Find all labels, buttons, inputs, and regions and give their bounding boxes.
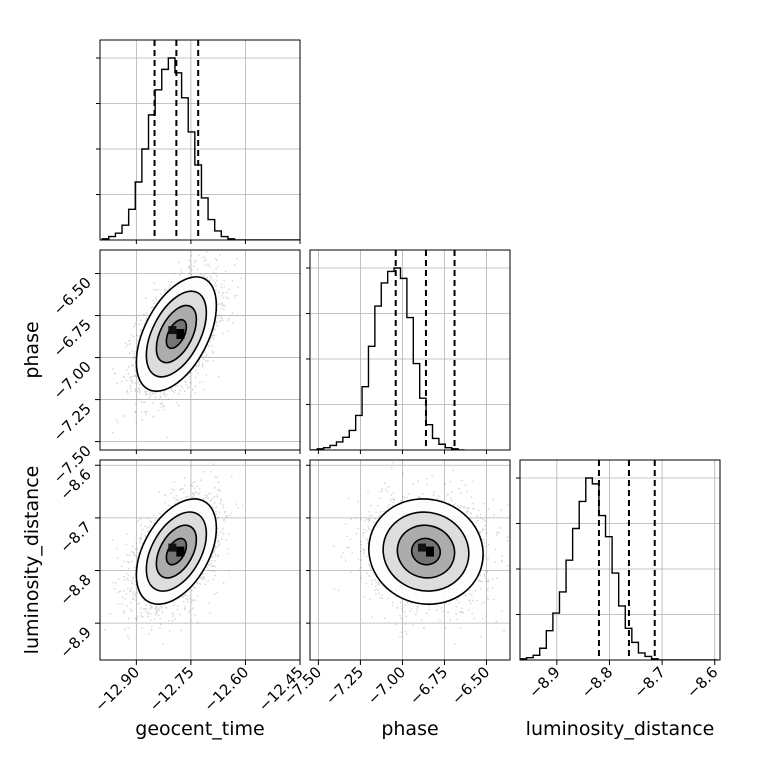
y-tick-label-luminosity_distance: −8.8	[56, 571, 94, 609]
histogram-phase	[310, 267, 465, 450]
x-tick-label-geocent_time: −12.60	[200, 663, 252, 715]
axes-frame	[99, 39, 301, 241]
pair-panel-geocent_time-phase	[99, 249, 301, 451]
x-tick-label-luminosity_distance: −8.7	[630, 663, 668, 701]
x-tick-label-geocent_time: −12.75	[146, 663, 198, 715]
contour-line	[396, 524, 456, 579]
axes-frame	[309, 459, 511, 661]
x-tick-label-phase: −7.00	[364, 663, 409, 708]
contour-line	[382, 511, 470, 592]
x-tick-label-luminosity_distance: −8.6	[683, 663, 721, 701]
histogram-geocent_time	[101, 57, 300, 240]
axes-frame	[309, 249, 511, 451]
contour-line	[155, 524, 198, 579]
y-tick-label-phase: −7.00	[50, 358, 95, 403]
contour-line	[135, 498, 218, 606]
density-peak	[168, 543, 177, 552]
hist-panel-phase	[306, 249, 511, 451]
density-peak	[176, 546, 185, 557]
x-axis-label-geocent_time: geocent_time	[135, 718, 264, 740]
y-tick-label-luminosity_distance: −8.7	[56, 518, 94, 556]
contour-line	[135, 276, 218, 392]
contour-line	[155, 304, 198, 364]
density-peak	[425, 546, 434, 557]
density-peak	[176, 329, 185, 340]
x-tick-label-phase: −7.25	[322, 663, 367, 708]
pair-panel-phase-luminosity_distance	[309, 459, 511, 661]
contour-line	[145, 290, 208, 378]
x-tick-label-phase: −6.50	[448, 663, 493, 708]
x-axis-label-luminosity_distance: luminosity_distance	[526, 718, 715, 740]
hist-panel-luminosity_distance	[516, 459, 721, 661]
y-axis-label-phase: phase	[21, 321, 43, 378]
x-tick-label-phase: −6.75	[406, 663, 451, 708]
density-peak	[168, 326, 177, 335]
x-axis-label-phase: phase	[381, 718, 438, 740]
axes-frame	[519, 459, 721, 661]
contour-line	[368, 498, 484, 606]
y-axis-label-luminosity_distance: luminosity_distance	[21, 466, 43, 655]
x-tick-label-luminosity_distance: −8.9	[525, 663, 563, 701]
x-tick-label-luminosity_distance: −8.8	[578, 663, 616, 701]
axes-frame	[99, 459, 301, 661]
y-tick-label-phase: −7.25	[50, 400, 95, 445]
contour-line	[410, 537, 442, 566]
x-tick-label-geocent_time: −12.90	[91, 663, 143, 715]
density-peak	[417, 543, 426, 552]
pair-panel-geocent_time-luminosity_distance	[99, 459, 301, 661]
axes-frame	[99, 249, 301, 451]
y-tick-label-phase: −6.75	[50, 316, 95, 361]
contour-line	[145, 511, 208, 592]
histogram-luminosity_distance	[520, 477, 718, 660]
hist-panel-geocent_time	[96, 39, 301, 241]
y-tick-label-luminosity_distance: −8.9	[56, 623, 94, 661]
y-tick-label-phase: −6.50	[50, 274, 95, 319]
